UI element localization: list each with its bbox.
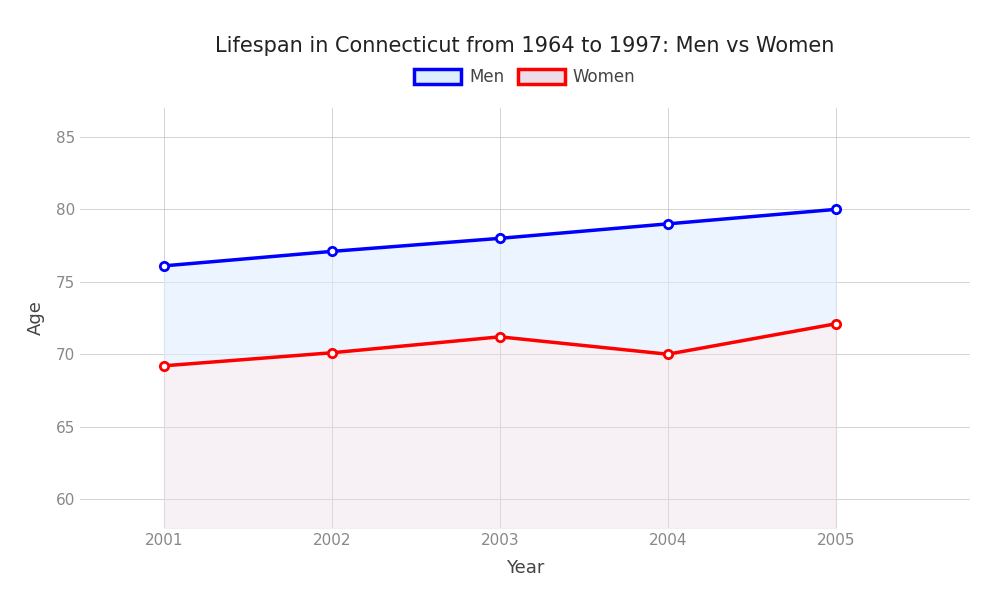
Legend: Men, Women: Men, Women xyxy=(408,62,642,93)
Title: Lifespan in Connecticut from 1964 to 1997: Men vs Women: Lifespan in Connecticut from 1964 to 199… xyxy=(215,37,835,56)
Y-axis label: Age: Age xyxy=(27,301,45,335)
X-axis label: Year: Year xyxy=(506,559,544,577)
